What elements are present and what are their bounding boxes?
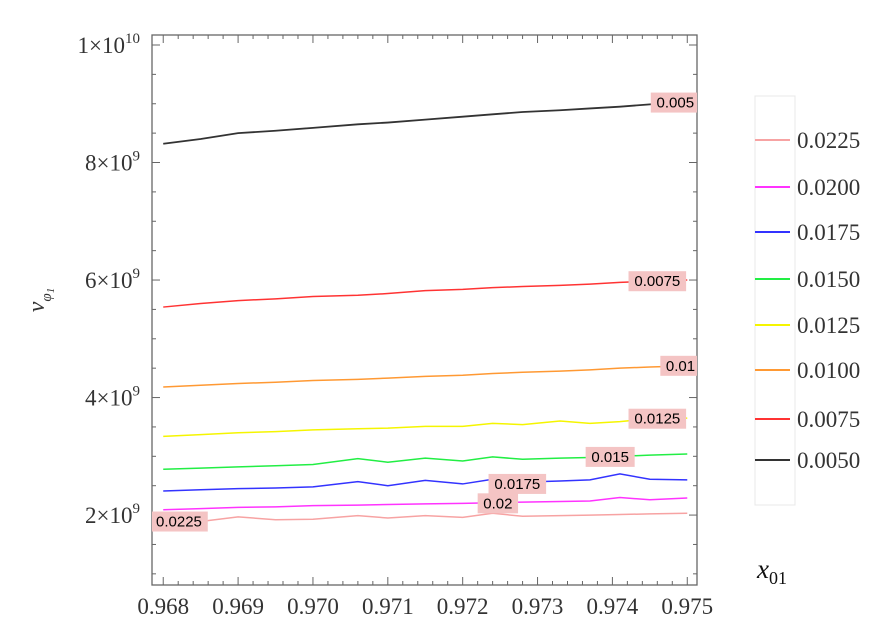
y-tick-exponent: 9 xyxy=(133,266,141,282)
contour-label-bg xyxy=(585,446,635,467)
contour-label: 0.0175 xyxy=(494,476,540,493)
legend-label: 0.0100 xyxy=(797,358,860,383)
y-axis-label: vφ1 xyxy=(24,288,57,312)
y-axis-label-part: 1 xyxy=(45,288,57,294)
y-tick-exponent: 10 xyxy=(125,31,140,47)
y-tick-label: 6×109 xyxy=(85,266,140,293)
x-tick-label: 0.971 xyxy=(362,594,414,619)
contour-label: 0.0075 xyxy=(634,273,680,290)
series-line-0.0075 xyxy=(163,279,688,308)
y-tick-label: 8×109 xyxy=(85,149,140,176)
legend-label: 0.0200 xyxy=(797,175,860,200)
series-line-0.0200 xyxy=(163,496,688,511)
contour-label: 0.0125 xyxy=(634,411,680,428)
y-tick-mantissa: 8×10 xyxy=(85,151,132,176)
legend-box xyxy=(754,95,796,506)
contour-label: 0.015 xyxy=(591,449,629,466)
contour-label-bg xyxy=(152,511,208,532)
legend-label: 0.0125 xyxy=(797,313,860,338)
contour-labels: 0.0225 0.02 0.0175 0.015 0.0125 0.01 0.0075 0.0… xyxy=(152,92,697,532)
series-line-0.0125 xyxy=(163,417,688,438)
y-tick-exponent: 9 xyxy=(133,149,141,165)
legend-title-sub: 01 xyxy=(769,568,787,588)
legend-label: 0.0175 xyxy=(797,220,860,245)
series-line-0.0225 xyxy=(163,512,688,523)
y-tick-mantissa: 6×10 xyxy=(85,268,132,293)
legend-label: 0.0075 xyxy=(797,407,860,432)
y-axis-label-part: φ xyxy=(39,293,55,301)
contour-label-bg xyxy=(650,92,697,113)
plot-frame xyxy=(151,34,698,586)
legend: 0.0225 0.0200 0.0175 0.0150 0.0125 0.0100 0.00… xyxy=(754,95,860,588)
contour-label-bg xyxy=(628,408,687,429)
x-tick-label: 0.973 xyxy=(512,594,564,619)
y-tick-label: 1×1010 xyxy=(78,31,140,58)
x-tick-label: 0.972 xyxy=(437,594,489,619)
y-tick-mantissa: 4×10 xyxy=(85,386,132,411)
series-line-0.0100 xyxy=(163,365,688,388)
series-line-0.0050 xyxy=(163,100,688,145)
contour-label: 0.005 xyxy=(657,95,695,112)
x-tick-label: 0.968 xyxy=(137,594,189,619)
contour-label-bg xyxy=(488,473,547,494)
contour-label-bg xyxy=(660,355,697,376)
y-tick-mantissa: 2×10 xyxy=(85,503,132,528)
legend-title: x01 xyxy=(756,554,787,588)
contour-label-bg xyxy=(628,271,687,292)
x-tick-label: 0.974 xyxy=(587,594,639,619)
contour-label-bg xyxy=(477,493,519,514)
y-tick-mantissa: 1×10 xyxy=(78,33,125,58)
x-tick-label: 0.969 xyxy=(212,594,264,619)
y-tick-label: 4×109 xyxy=(85,384,140,411)
series-lines xyxy=(163,100,688,523)
legend-title-base: x xyxy=(756,554,769,584)
y-axis-label-part: v xyxy=(24,301,50,312)
contour-label: 0.02 xyxy=(483,495,512,512)
x-tick-label: 0.970 xyxy=(287,594,339,619)
contour-label: 0.0225 xyxy=(156,514,202,531)
series-line-0.0175 xyxy=(163,473,688,492)
y-tick-label: 2×109 xyxy=(85,501,140,528)
legend-label: 0.0050 xyxy=(797,448,860,473)
contour-label: 0.01 xyxy=(666,358,695,375)
y-tick-exponent: 9 xyxy=(133,501,141,517)
x-tick-label: 0.975 xyxy=(661,594,713,619)
legend-label: 0.0150 xyxy=(797,267,860,292)
legend-label: 0.0225 xyxy=(797,128,860,153)
y-tick-exponent: 9 xyxy=(133,384,141,400)
